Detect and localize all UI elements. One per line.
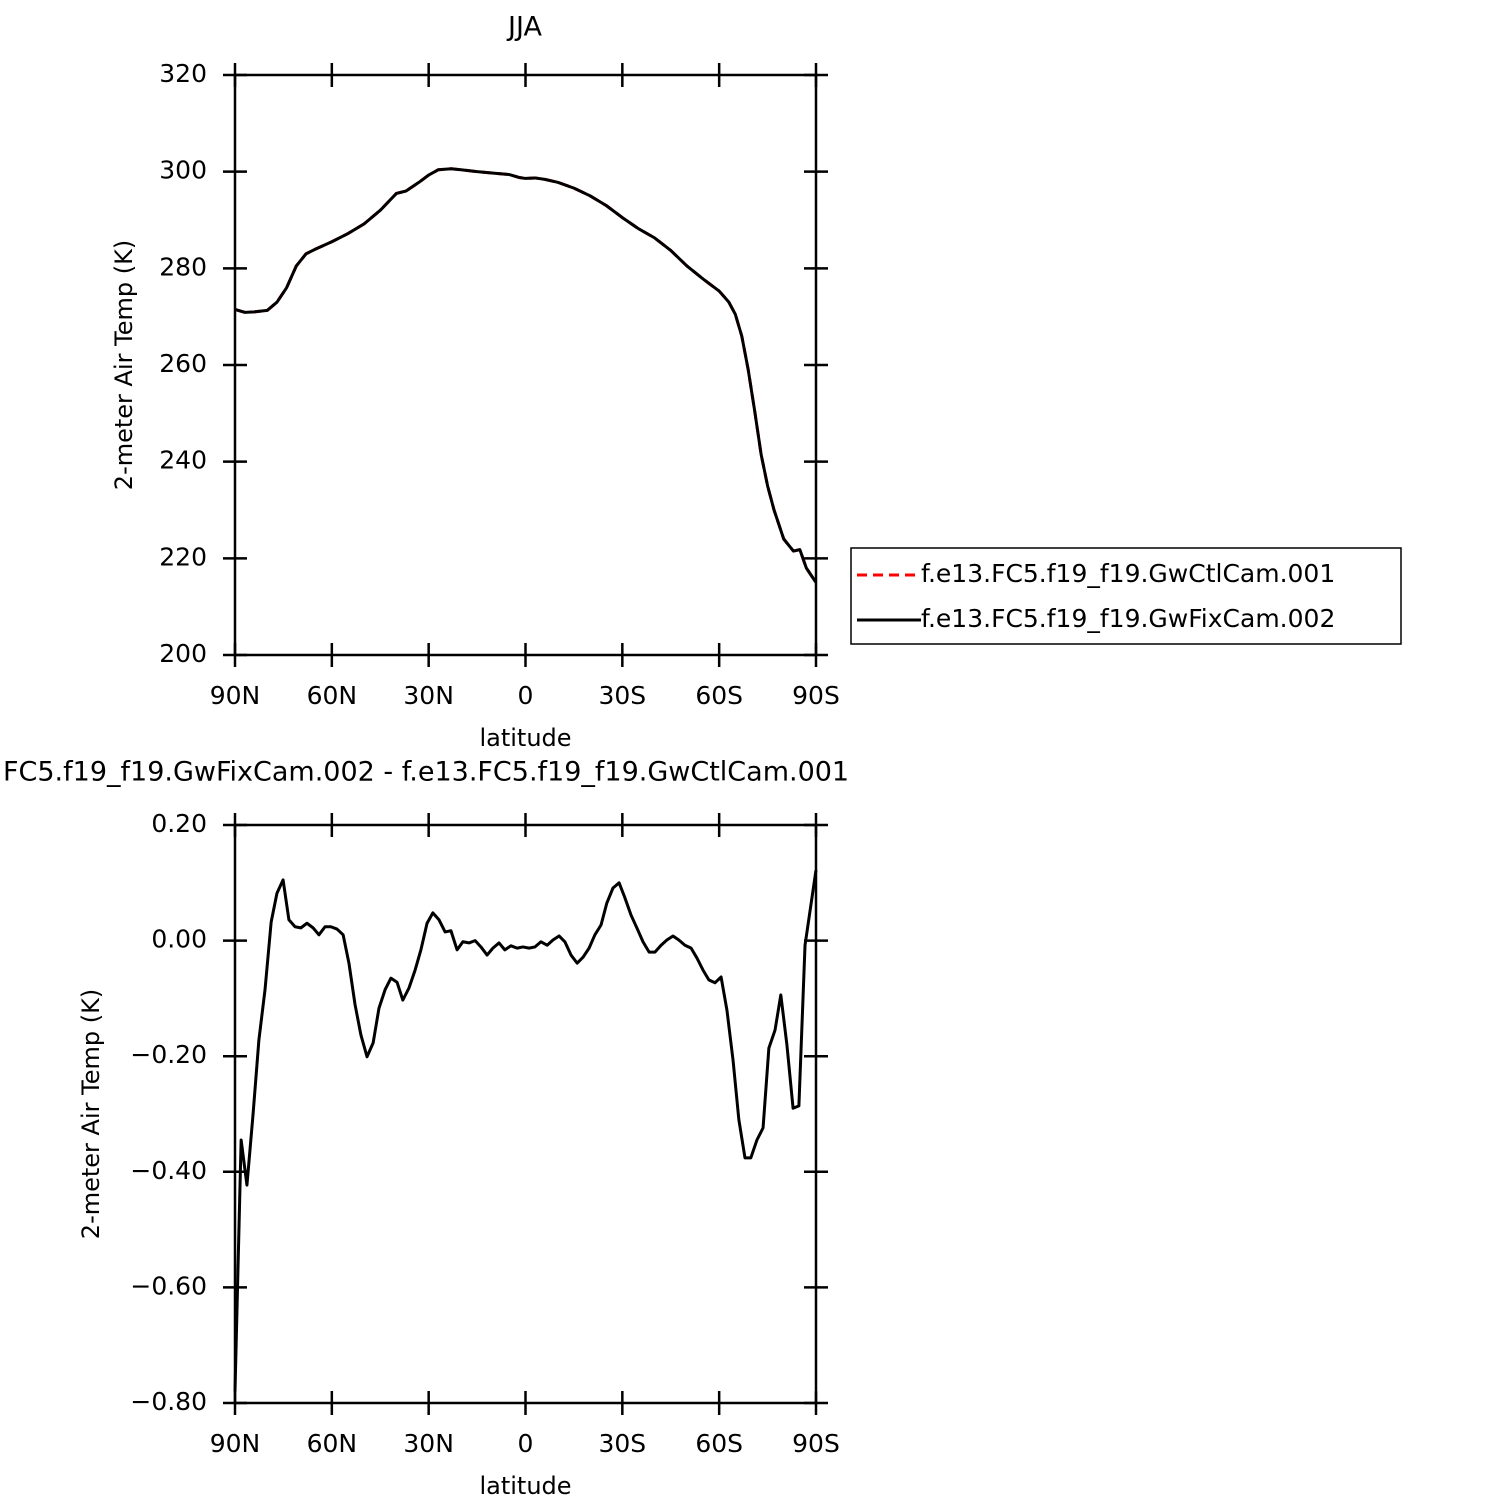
x-tick-label: 60N	[307, 1429, 358, 1458]
y-axis-label: 2-meter Air Temp (K)	[110, 240, 138, 490]
plot-frame	[233, 73, 818, 657]
y-tick-label: −0.60	[130, 1271, 207, 1300]
y-tick-label: −0.20	[130, 1040, 207, 1069]
y-tick-label: 220	[159, 542, 207, 571]
x-tick-label: 60S	[695, 1429, 743, 1458]
y-tick-label: −0.80	[130, 1387, 207, 1416]
y-tick-label: 240	[159, 446, 207, 475]
x-tick-label: 30N	[403, 681, 454, 710]
data-line	[234, 167, 818, 584]
y-tick-label: 320	[159, 59, 207, 88]
x-tick-label: 90N	[210, 1429, 261, 1458]
y-tick-label: 280	[159, 252, 207, 281]
x-tick-label: 0	[518, 1429, 534, 1458]
x-tick-label: 60S	[695, 681, 743, 710]
data-line	[233, 869, 818, 1392]
y-tick-label: 0.00	[151, 925, 207, 954]
x-tick-label: 90N	[210, 681, 261, 710]
x-tick-label: 30S	[598, 1429, 646, 1458]
y-axis-label: 2-meter Air Temp (K)	[77, 989, 105, 1239]
chart-title: JJA	[506, 12, 542, 43]
y-tick-label: 200	[159, 639, 207, 668]
x-tick-label: 30S	[598, 681, 646, 710]
x-axis-label: latitude	[479, 1472, 571, 1500]
y-tick-label: 0.20	[151, 809, 207, 838]
legend-box	[850, 547, 1402, 645]
legend-label: f.e13.FC5.f19_f19.GwFixCam.002	[921, 604, 1335, 633]
x-tick-label: 60N	[307, 681, 358, 710]
legend-label: f.e13.FC5.f19_f19.GwCtlCam.001	[921, 559, 1335, 588]
y-tick-label: 260	[159, 349, 207, 378]
data-line	[234, 167, 818, 584]
plot-frame	[233, 823, 818, 1405]
x-tick-label: 90S	[792, 681, 840, 710]
x-tick-label: 0	[518, 681, 534, 710]
y-tick-label: 300	[159, 156, 207, 185]
chart-title: FC5.f19_f19.GwFixCam.002 - f.e13.FC5.f19…	[3, 757, 849, 788]
y-tick-label: −0.40	[130, 1156, 207, 1185]
x-axis-label: latitude	[479, 724, 571, 752]
x-tick-label: 30N	[403, 1429, 454, 1458]
x-tick-label: 90S	[792, 1429, 840, 1458]
